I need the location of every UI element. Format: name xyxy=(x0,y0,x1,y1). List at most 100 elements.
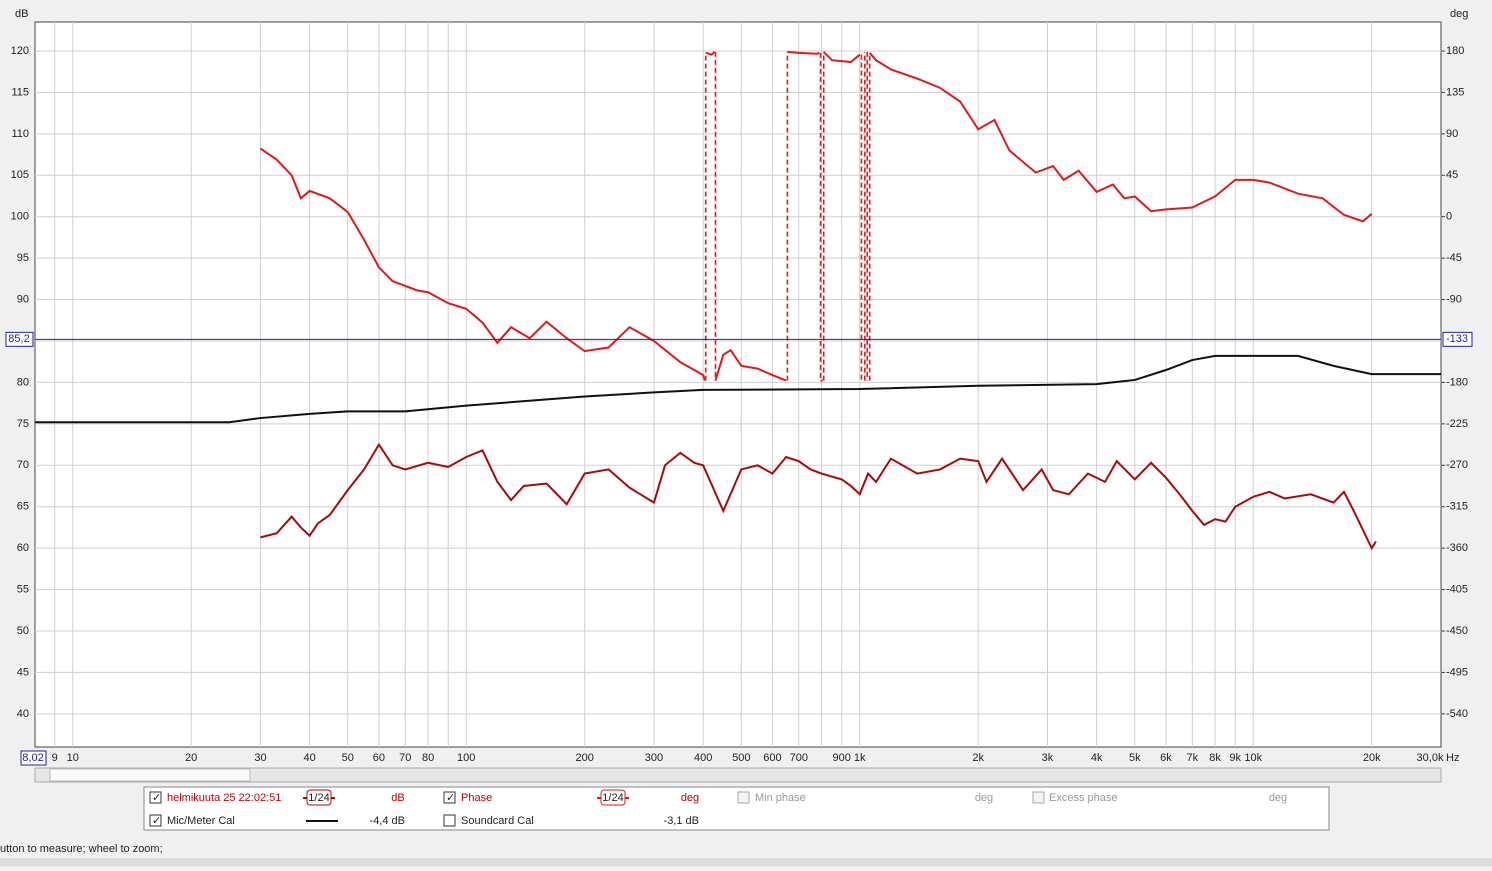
y2-tick-label: 0 xyxy=(1446,211,1452,223)
y-tick-label: 80 xyxy=(17,376,29,388)
x-tick-label: 20k xyxy=(1363,752,1381,764)
y-tick-label: 60 xyxy=(17,542,29,554)
y-tick-label: 75 xyxy=(17,418,29,430)
checkbox[interactable] xyxy=(1032,791,1045,804)
x-tick-label: 3k xyxy=(1042,752,1054,764)
checkbox[interactable] xyxy=(443,814,456,827)
checkbox[interactable] xyxy=(149,791,162,804)
y2-axis-unit: deg xyxy=(1450,8,1468,20)
y2-tick-label: -360 xyxy=(1446,542,1468,554)
x-tick-label: 80 xyxy=(422,752,434,764)
cursor-label: -133 xyxy=(1446,333,1468,345)
y2-tick-label: -45 xyxy=(1446,252,1462,264)
unit: dB xyxy=(391,792,404,804)
taskbar xyxy=(0,858,1492,866)
y2-tick-label: -450 xyxy=(1446,625,1468,637)
smoothing-label: 1/24 xyxy=(308,792,329,804)
checkbox[interactable] xyxy=(443,791,456,804)
x-tick-label: 4k xyxy=(1091,752,1103,764)
y2-tick-label: 45 xyxy=(1446,169,1458,181)
x-tick-label: 10k xyxy=(1244,752,1262,764)
cursor-label: 85,2 xyxy=(8,333,29,345)
y-tick-label: 95 xyxy=(17,252,29,264)
y-tick-label: 40 xyxy=(17,708,29,720)
y2-tick-label: -90 xyxy=(1446,293,1462,305)
unit: deg xyxy=(975,792,993,804)
y2-tick-label: -180 xyxy=(1446,376,1468,388)
checkbox[interactable] xyxy=(149,814,162,827)
smoothing-button[interactable] xyxy=(600,789,626,806)
y2-tick-label: -315 xyxy=(1446,501,1468,513)
y-tick-label: 70 xyxy=(17,459,29,471)
xlim-box xyxy=(20,750,47,766)
cursor-box xyxy=(5,331,34,347)
status-text: utton to measure; wheel to zoom; xyxy=(0,843,163,855)
x-tick-label: 7k xyxy=(1186,752,1198,764)
x-tick-label: 1k xyxy=(854,752,866,764)
y2-tick-label: 90 xyxy=(1446,128,1458,140)
x-tick-label: 10 xyxy=(67,752,79,764)
check: ✓ xyxy=(446,792,455,804)
x-tick-label: 400 xyxy=(694,752,712,764)
legend-label: Min phase xyxy=(755,792,806,804)
y2-tick-label: -225 xyxy=(1446,418,1468,430)
legend-label: helmikuuta 25 22:02:51 xyxy=(167,792,281,804)
y-tick-label: 110 xyxy=(11,128,29,140)
y-tick-label: 90 xyxy=(17,293,29,305)
x-tick-label: 6k xyxy=(1160,752,1172,764)
y2-tick-label: -270 xyxy=(1446,459,1468,471)
x-tick-label: 9k xyxy=(1229,752,1241,764)
xlim-label: 30,0k xyxy=(1417,752,1444,764)
smoothing-button[interactable] xyxy=(306,789,332,806)
y-tick-label: 115 xyxy=(11,86,29,98)
unit: deg xyxy=(681,792,699,804)
legend-label: Mic/Meter Cal xyxy=(167,815,235,827)
y2-tick-label: -540 xyxy=(1446,708,1468,720)
y-tick-label: 105 xyxy=(11,169,29,181)
legend-label: Soundcard Cal xyxy=(461,815,534,827)
legend-panel xyxy=(143,786,1330,831)
x-tick-label: 2k xyxy=(972,752,984,764)
plot-area xyxy=(34,21,1442,748)
smoothing-label: 1/24 xyxy=(602,792,623,804)
unit: deg xyxy=(1269,792,1287,804)
check: ✓ xyxy=(152,792,161,804)
legend-label: Excess phase xyxy=(1049,792,1117,804)
x-tick-label: 70 xyxy=(399,752,411,764)
x-tick-label: 9 xyxy=(52,752,58,764)
check: ✓ xyxy=(152,815,161,827)
y2-tick-label: -405 xyxy=(1446,583,1468,595)
offset: -3,1 dB xyxy=(664,815,699,827)
x-tick-label: 30 xyxy=(254,752,266,764)
series-line xyxy=(35,354,1441,424)
legend-label: Phase xyxy=(461,792,492,804)
scroll-thumb[interactable] xyxy=(49,768,251,782)
x-tick-label: 100 xyxy=(457,752,475,764)
y2-tick-label: 135 xyxy=(1446,86,1464,98)
y-tick-label: 50 xyxy=(17,625,29,637)
y2-tick-label: -495 xyxy=(1446,666,1468,678)
y-tick-label: 120 xyxy=(11,45,29,57)
x-tick-label: 20 xyxy=(185,752,197,764)
x-tick-label: 8k xyxy=(1209,752,1221,764)
x-axis-unit: Hz xyxy=(1446,752,1459,764)
cursor-box xyxy=(1442,331,1473,347)
scrollbar[interactable] xyxy=(34,767,1442,783)
offset: -4,4 dB xyxy=(370,815,405,827)
series-line xyxy=(259,50,1373,382)
x-tick-label: 200 xyxy=(576,752,594,764)
y-axis-unit: dB xyxy=(15,8,28,20)
y-tick-label: 55 xyxy=(17,583,29,595)
x-tick-label: 900 xyxy=(833,752,851,764)
y2-tick-label: 180 xyxy=(1446,45,1464,57)
xlim-label: 8,02 xyxy=(22,752,43,764)
x-tick-label: 700 xyxy=(790,752,808,764)
y-tick-label: 100 xyxy=(11,211,29,223)
y-tick-label: 45 xyxy=(17,666,29,678)
x-tick-label: 5k xyxy=(1129,752,1141,764)
x-tick-label: 50 xyxy=(342,752,354,764)
checkbox[interactable] xyxy=(737,791,750,804)
y-tick-label: 65 xyxy=(17,501,29,513)
x-tick-label: 600 xyxy=(763,752,781,764)
